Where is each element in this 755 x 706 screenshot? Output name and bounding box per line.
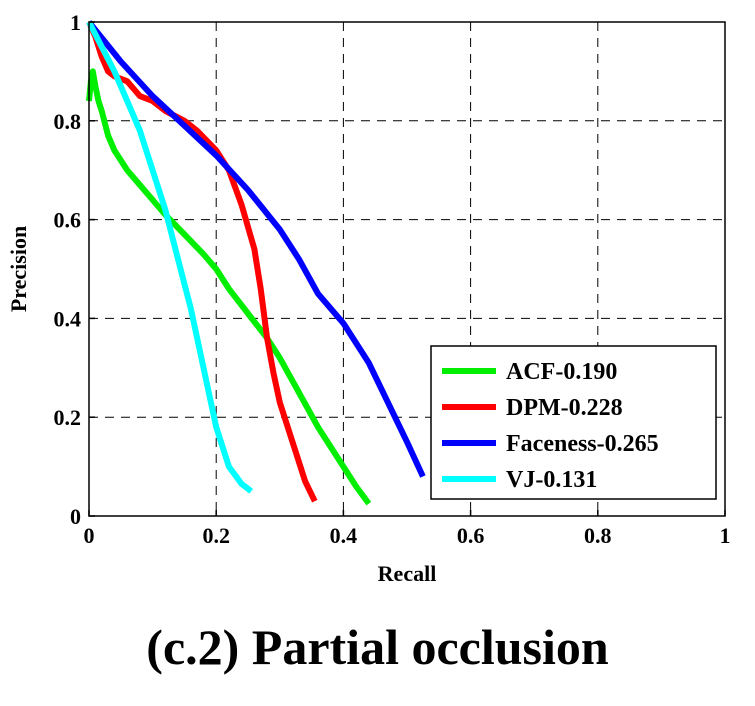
plot-frame: [88, 21, 726, 517]
series-line-3: [86, 20, 254, 494]
x-tick-label: 0.4: [330, 523, 358, 548]
figure-caption: (c.2) Partial occlusion: [146, 619, 609, 675]
x-axis-label: Recall: [378, 561, 437, 586]
x-tick-label: 1: [720, 523, 731, 548]
x-tick-label: 0.2: [202, 523, 230, 548]
series-line-2: [86, 20, 426, 478]
precision-recall-chart: 0 0.2 0.4 0.6 0.8 1 0 0.2 0.4 0.6 0.8 1 Recall Prec…: [6, 10, 731, 586]
y-tick-label: 0.4: [54, 306, 82, 331]
legend-label: VJ-0.131: [506, 467, 597, 493]
y-tick-label: 0.2: [54, 405, 82, 430]
legend-label: ACF-0.190: [506, 359, 617, 385]
legend-label: Faceness-0.265: [506, 431, 659, 457]
legend: ACF-0.190 DPM-0.228 Faceness-0.265 VJ-0.131: [430, 345, 717, 500]
series-line-1: [86, 20, 318, 503]
legend-label: DPM-0.228: [506, 395, 623, 421]
x-tick-label: 0.6: [457, 523, 485, 548]
y-tick-label: 1: [70, 10, 81, 35]
x-tick-label: 0: [84, 523, 95, 548]
x-tick-label: 0.8: [584, 523, 612, 548]
ticks: 0 0.2 0.4 0.6 0.8 1 0 0.2 0.4 0.6 0.8 1: [54, 10, 731, 548]
y-axis-label: Precision: [6, 226, 31, 312]
y-tick-label: 0.8: [54, 109, 82, 134]
y-tick-label: 0.6: [54, 208, 82, 233]
y-tick-label: 0: [70, 504, 81, 529]
series-lines: [86, 20, 426, 506]
